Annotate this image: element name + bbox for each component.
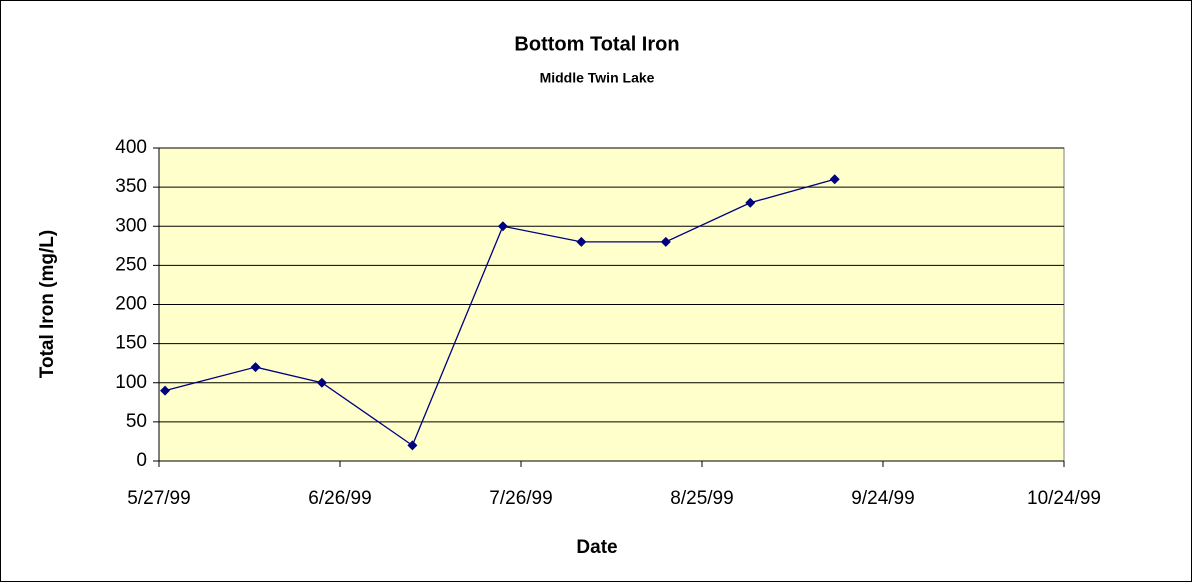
- y-tick-label: 300: [115, 215, 147, 236]
- y-tick-label: 150: [115, 333, 147, 354]
- y-tick-label: 200: [115, 294, 147, 315]
- y-tick-label: 400: [115, 137, 147, 158]
- x-tick-label: 6/26/99: [308, 488, 371, 509]
- data-point: [829, 174, 840, 185]
- data-point: [316, 377, 327, 388]
- y-tick-label: 250: [115, 254, 147, 275]
- data-point: [160, 385, 171, 396]
- x-tick-label: 9/24/99: [851, 488, 914, 509]
- x-tick-label: 7/26/99: [489, 488, 552, 509]
- chart-subtitle: Middle Twin Lake: [540, 70, 655, 86]
- chart-title: Bottom Total Iron: [514, 33, 679, 55]
- y-tick-label: 100: [115, 372, 147, 393]
- data-point: [660, 236, 671, 247]
- y-axis-label: Total Iron (mg/L): [37, 230, 58, 378]
- data-point: [497, 221, 508, 232]
- data-point: [576, 236, 587, 247]
- x-axis-label: Date: [576, 537, 617, 558]
- y-tick-label: 350: [115, 176, 147, 197]
- data-point: [745, 197, 756, 208]
- y-tick-label: 50: [126, 411, 147, 432]
- x-tick-label: 8/25/99: [670, 488, 733, 509]
- x-tick-label: 5/27/99: [127, 488, 190, 509]
- data-point: [407, 440, 418, 451]
- data-point: [250, 362, 261, 373]
- y-tick-label: 0: [136, 450, 147, 471]
- x-tick-label: 10/24/99: [1027, 488, 1101, 509]
